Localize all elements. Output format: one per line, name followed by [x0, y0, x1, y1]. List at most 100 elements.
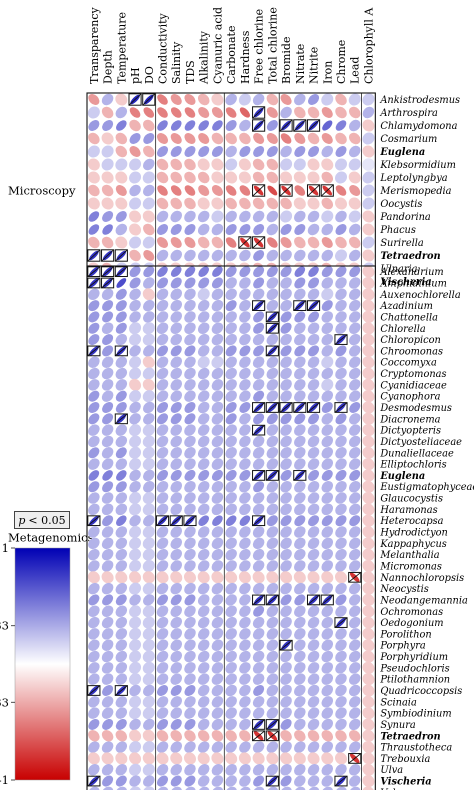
correlation-mark [211, 696, 224, 708]
correlation-mark [307, 480, 320, 493]
correlation-mark [348, 435, 361, 448]
correlation-mark [197, 413, 210, 425]
row-label: Arthrospira [379, 108, 438, 119]
correlation-mark [88, 356, 100, 368]
correlation-mark [115, 560, 128, 572]
correlation-mark [280, 673, 292, 685]
correlation-mark [280, 210, 293, 223]
correlation-mark [252, 571, 265, 584]
correlation-mark [266, 571, 279, 584]
correlation-mark [211, 249, 224, 262]
significance-box [279, 119, 293, 132]
correlation-mark [335, 480, 347, 493]
correlation-mark [129, 650, 142, 663]
significance-box [320, 594, 334, 606]
correlation-mark [294, 210, 306, 223]
significance-box [114, 249, 128, 262]
correlation-mark [280, 435, 292, 448]
correlation-mark [129, 514, 141, 527]
correlation-mark [308, 469, 320, 481]
significance-box [293, 470, 307, 481]
correlation-mark [170, 741, 182, 753]
significance-box [265, 594, 279, 606]
correlation-mark [156, 616, 169, 629]
correlation-mark [198, 106, 210, 119]
correlation-mark [321, 356, 334, 369]
correlation-mark [266, 480, 279, 493]
correlation-mark [156, 249, 169, 262]
correlation-mark [88, 367, 100, 380]
significance-slash [87, 515, 101, 526]
correlation-mark [115, 106, 128, 119]
correlation-mark [321, 515, 333, 527]
significance-slash [307, 300, 320, 311]
correlation-mark [280, 288, 292, 301]
significance-slash [266, 594, 279, 606]
correlation-mark [170, 345, 182, 357]
correlation-mark [225, 333, 237, 346]
correlation-mark [266, 197, 279, 210]
correlation-mark [335, 106, 347, 119]
correlation-mark [307, 707, 320, 719]
correlation-mark [321, 345, 334, 357]
significance-box [265, 322, 279, 334]
correlation-mark [184, 311, 196, 323]
correlation-mark [170, 249, 182, 262]
correlation-mark [335, 515, 347, 527]
correlation-mark [115, 707, 128, 719]
correlation-mark [101, 424, 114, 436]
correlation-mark [142, 548, 155, 561]
correlation-mark [197, 763, 210, 776]
correlation-mark [115, 236, 128, 249]
correlation-mark [115, 158, 128, 171]
correlation-mark [252, 435, 265, 448]
significance-slash [252, 515, 265, 526]
correlation-mark [129, 249, 141, 262]
correlation-mark [142, 616, 155, 629]
correlation-mark [321, 741, 334, 753]
correlation-mark [322, 120, 333, 131]
significance-box [252, 402, 266, 413]
correlation-mark [280, 730, 292, 742]
correlation-mark [307, 458, 320, 470]
significance-box [334, 617, 348, 628]
correlation-mark [129, 526, 142, 539]
correlation-mark [170, 730, 182, 742]
correlation-mark [225, 277, 237, 289]
correlation-mark [266, 662, 279, 674]
correlation-mark [142, 171, 155, 184]
correlation-mark [129, 548, 142, 561]
correlation-mark [156, 379, 169, 391]
significance-slash [266, 402, 279, 413]
correlation-mark [157, 94, 168, 105]
correlation-mark [293, 158, 306, 171]
correlation-mark [225, 673, 237, 685]
correlation-mark [225, 356, 237, 368]
correlation-mark [197, 379, 210, 391]
correlation-mark [362, 197, 375, 210]
correlation-mark [307, 288, 320, 301]
correlation-mark [212, 120, 223, 131]
correlation-mark [238, 93, 251, 106]
correlation-mark [321, 639, 334, 651]
correlation-mark [115, 503, 128, 516]
correlation-mark [184, 277, 196, 289]
correlation-mark [197, 322, 210, 335]
correlation-mark [225, 379, 237, 391]
row-label: Pandorina [379, 212, 431, 223]
correlation-mark [211, 503, 224, 516]
correlation-mark [157, 413, 169, 425]
correlation-mark [211, 171, 224, 184]
correlation-mark [321, 616, 334, 629]
correlation-mark [239, 119, 251, 132]
correlation-mark [197, 435, 210, 448]
column-header: Temperature [115, 12, 128, 84]
correlation-mark [348, 548, 361, 561]
correlation-mark [129, 210, 142, 223]
correlation-mark [170, 413, 182, 425]
correlation-mark [211, 210, 224, 223]
significance-slash [279, 184, 293, 197]
correlation-mark [239, 696, 251, 708]
row-label: Porphyridium [379, 652, 448, 663]
correlation-mark [266, 515, 278, 527]
